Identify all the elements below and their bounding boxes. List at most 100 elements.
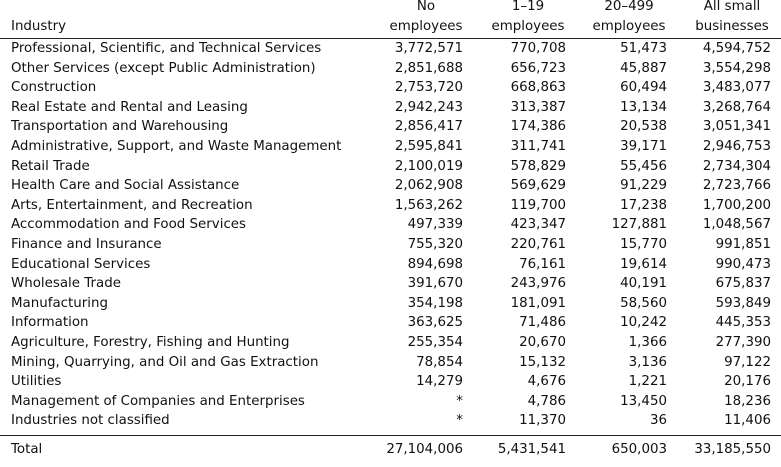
cell-no-employees: 2,753,720	[394, 80, 463, 96]
cell-1-19-employees: 770,708	[510, 41, 566, 56]
table-row: Real Estate and Rental and Leasing 2,942…	[0, 98, 781, 118]
cell-all-small-businesses: 4,594,752	[702, 41, 771, 56]
cell-all-small-businesses: 3,268,764	[702, 99, 771, 115]
table-row: Industries not classified * 11,370 36 11…	[0, 411, 781, 431]
cell-20-499-employees: 45,887	[620, 60, 667, 76]
cell-no-employees: 755,320	[407, 237, 463, 252]
cell-industry: Other Services (except Public Administra…	[11, 60, 316, 76]
cell-no-employees: 255,354	[407, 335, 463, 350]
cell-no-employees: 78,854	[416, 354, 463, 370]
cell-20-499-employees: 10,242	[620, 315, 667, 331]
cell-1-19-employees: 15,132	[519, 354, 566, 370]
cell-industry: Real Estate and Rental and Leasing	[11, 99, 248, 115]
cell-20-499-employees: 40,191	[620, 276, 667, 292]
cell-1-19-employees: 311,741	[510, 139, 566, 154]
cell-industry: Manufacturing	[11, 295, 108, 311]
cell-no-employees: 2,942,243	[394, 99, 463, 115]
cell-no-employees: 2,856,417	[394, 119, 463, 135]
cell-20-499-employees: 60,494	[620, 80, 667, 96]
cell-all-small-businesses: 3,554,298	[702, 60, 771, 76]
table-row: Administrative, Support, and Waste Manag…	[0, 137, 781, 157]
table-row: Manufacturing 354,198 181,091 58,560 593…	[0, 294, 781, 314]
cell-industry: Professional, Scientific, and Technical …	[11, 41, 322, 56]
header-rule	[0, 38, 781, 39]
cell-industry: Transportation and Warehousing	[11, 119, 229, 135]
cell-no-employees: 894,698	[407, 256, 463, 272]
cell-industry: Retail Trade	[11, 158, 90, 174]
table-row: Wholesale Trade 391,670 243,976 40,191 6…	[0, 274, 781, 294]
cell-no-employees: *	[456, 413, 463, 429]
cell-1-19-employees: 668,863	[510, 80, 566, 96]
table-row: Professional, Scientific, and Technical …	[0, 39, 781, 59]
cell-20-499-employees: 1,366	[628, 335, 667, 350]
cell-all-small-businesses: 991,851	[715, 237, 771, 252]
header-20-499-employees: 20–499 employees	[592, 0, 666, 34]
cell-20-499-employees: 91,229	[620, 178, 667, 194]
cell-all-small-businesses: 990,473	[715, 256, 771, 272]
cell-all-small-businesses: 2,946,753	[702, 139, 771, 154]
cell-no-employees: 3,772,571	[394, 41, 463, 56]
table-row: Retail Trade 2,100,019 578,829 55,456 2,…	[0, 157, 781, 177]
cell-all-small-businesses: 593,849	[715, 295, 771, 311]
cell-20-499-employees: 13,450	[620, 393, 667, 409]
cell-1-19-employees: 20,670	[519, 335, 566, 350]
table-row: Transportation and Warehousing 2,856,417…	[0, 117, 781, 137]
table-row: Finance and Insurance 755,320 220,761 15…	[0, 235, 781, 255]
table-header: No employees 1–19 employees 20–499 emplo…	[0, 0, 781, 37]
cell-industry: Educational Services	[11, 256, 151, 272]
cell-20-499-employees: 15,770	[620, 237, 667, 252]
cell-all-small-businesses: 97,122	[724, 354, 771, 370]
cell-no-employees: 2,851,688	[394, 60, 463, 76]
total-no-employees: 27,104,006	[386, 442, 463, 457]
cell-all-small-businesses: 277,390	[715, 335, 771, 350]
cell-all-small-businesses: 445,353	[715, 315, 771, 331]
cell-all-small-businesses: 3,483,077	[702, 80, 771, 96]
table-row: Information 363,625 71,486 10,242 445,35…	[0, 313, 781, 333]
cell-1-19-employees: 243,976	[510, 276, 566, 292]
total-row: Total 27,104,006 5,431,541 650,003 33,18…	[0, 440, 781, 460]
total-20-499-employees: 650,003	[611, 442, 667, 457]
header-no-employees: No employees	[389, 0, 463, 34]
cell-20-499-employees: 3,136	[628, 354, 667, 370]
cell-20-499-employees: 51,473	[620, 41, 667, 56]
cell-all-small-businesses: 3,051,341	[702, 119, 771, 135]
cell-20-499-employees: 13,134	[620, 99, 667, 115]
cell-no-employees: 497,339	[407, 217, 463, 233]
cell-industry: Administrative, Support, and Waste Manag…	[11, 139, 342, 154]
cell-20-499-employees: 55,456	[620, 158, 667, 174]
cell-all-small-businesses: 20,176	[724, 374, 771, 390]
cell-no-employees: 354,198	[407, 295, 463, 311]
cell-all-small-businesses: 11,406	[724, 413, 771, 429]
cell-1-19-employees: 220,761	[510, 237, 566, 252]
cell-all-small-businesses: 2,723,766	[702, 178, 771, 194]
cell-1-19-employees: 423,347	[510, 217, 566, 233]
cell-industry: Finance and Insurance	[11, 237, 162, 252]
table-row: Management of Companies and Enterprises …	[0, 392, 781, 412]
table-row: Utilities 14,279 4,676 1,221 20,176	[0, 372, 781, 392]
table-row: Agriculture, Forestry, Fishing and Hunti…	[0, 333, 781, 353]
cell-industry: Agriculture, Forestry, Fishing and Hunti…	[11, 335, 290, 350]
total-label: Total	[11, 442, 43, 457]
table-row: Educational Services 894,698 76,161 19,6…	[0, 255, 781, 275]
cell-industry: Information	[11, 315, 89, 331]
cell-1-19-employees: 71,486	[519, 315, 566, 331]
cell-20-499-employees: 17,238	[620, 197, 667, 213]
table-row: Other Services (except Public Administra…	[0, 59, 781, 79]
cell-all-small-businesses: 2,734,304	[702, 158, 771, 174]
cell-1-19-employees: 174,386	[510, 119, 566, 135]
cell-20-499-employees: 127,881	[611, 217, 667, 233]
total-rule	[0, 435, 781, 436]
cell-20-499-employees: 1,221	[628, 374, 667, 390]
cell-industry: Construction	[11, 80, 97, 96]
cell-1-19-employees: 656,723	[510, 60, 566, 76]
cell-no-employees: 2,595,841	[394, 139, 463, 154]
total-1-19-employees: 5,431,541	[497, 442, 566, 457]
cell-1-19-employees: 313,387	[510, 99, 566, 115]
cell-1-19-employees: 569,629	[510, 178, 566, 194]
cell-no-employees: 14,279	[416, 374, 463, 390]
cell-all-small-businesses: 1,700,200	[702, 197, 771, 213]
cell-no-employees: 1,563,262	[394, 197, 463, 213]
cell-no-employees: *	[456, 393, 463, 409]
cell-industry: Utilities	[11, 374, 62, 390]
total-all-small-businesses: 33,185,550	[694, 442, 771, 457]
